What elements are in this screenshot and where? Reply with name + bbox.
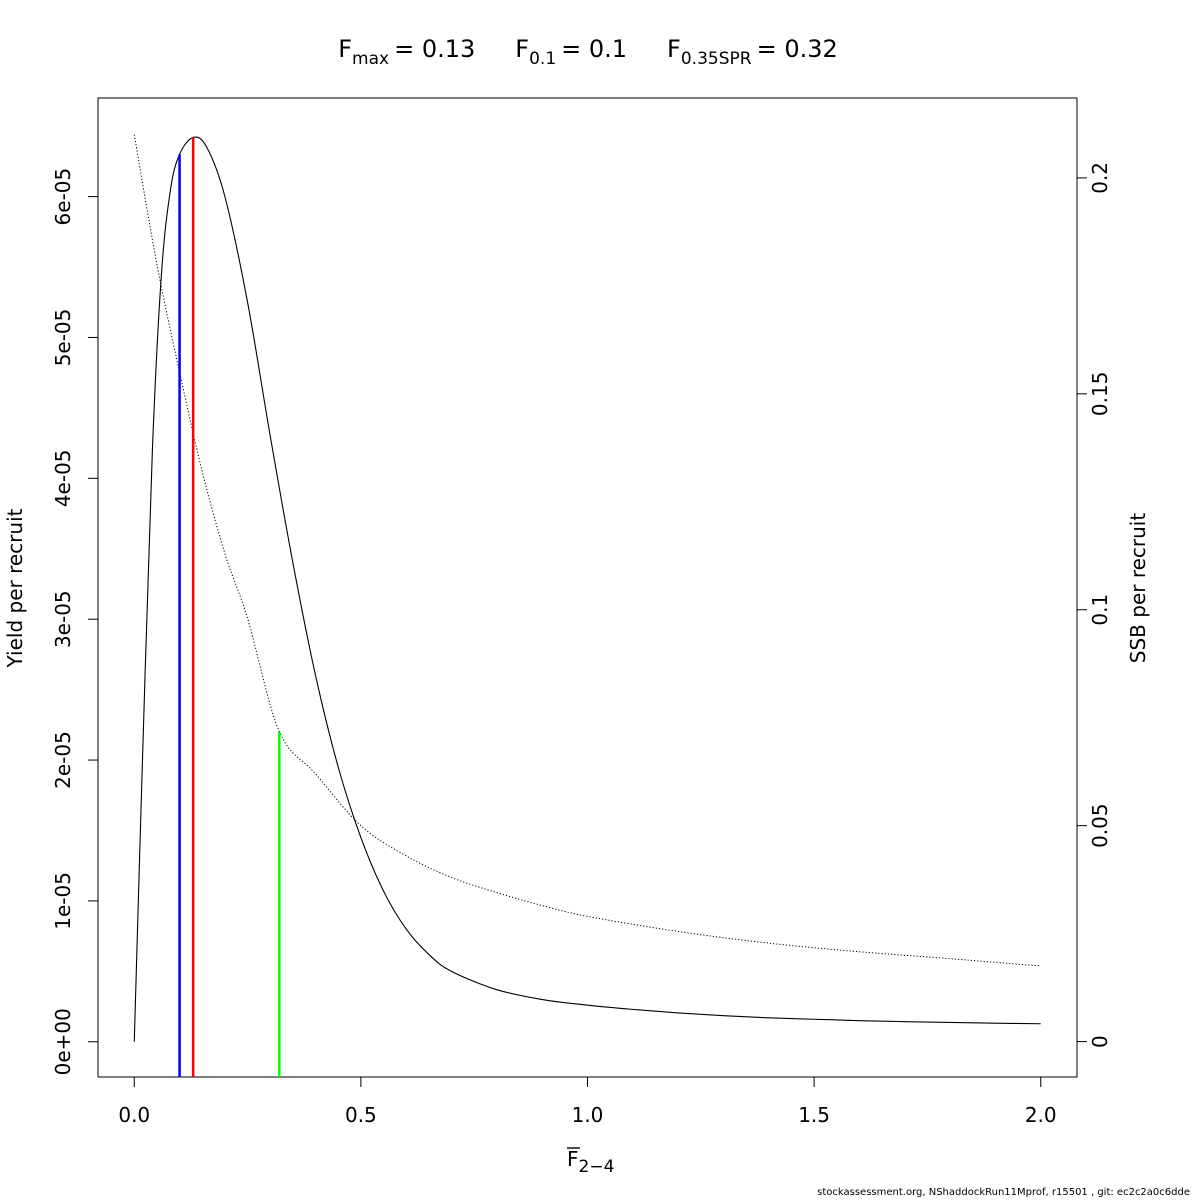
y-tick-label: 2e-05 — [51, 731, 75, 789]
y2-tick-label: 0.05 — [1088, 803, 1112, 848]
yield-per-recruit-line — [133, 136, 1041, 1042]
y-tick-label: 4e-05 — [51, 449, 75, 507]
x-axis-label-sub: 2−4 — [579, 1157, 615, 1177]
title-f01-value: = 0.1 — [561, 35, 627, 63]
title-f01-sub: 0.1 — [529, 49, 556, 69]
title-fspr-value: = 0.32 — [757, 35, 838, 63]
y-tick-label: 5e-05 — [51, 309, 75, 367]
title-fmax-sub: max — [352, 49, 389, 69]
x-tick-label: 0.0 — [118, 1103, 150, 1127]
footer-credit: stockassessment.org, NShaddockRun11Mprof… — [817, 1187, 1190, 1198]
y-axis-right: 0 0.05 0.1 0.15 0.2 — [1076, 162, 1112, 1048]
y-axis-label: Yield per recruit — [3, 508, 27, 668]
y2-axis-label: SSB per recruit — [1126, 513, 1150, 664]
y-tick-label: 1e-05 — [51, 872, 75, 930]
y2-tick-label: 0 — [1088, 1035, 1112, 1048]
title-fspr-sub: 0.35SPR — [681, 49, 752, 69]
x-axis-label: F2−4 — [567, 1147, 614, 1177]
x-axis-label-main: F — [567, 1147, 579, 1171]
x-tick-label: 2.0 — [1025, 1103, 1057, 1127]
x-tick-label: 0.5 — [345, 1103, 377, 1127]
x-axis: 0.0 0.5 1.0 1.5 2.0 — [118, 1076, 1057, 1127]
title-fmax-main: F — [338, 35, 352, 63]
title-f01-main: F — [515, 35, 529, 63]
y-tick-label: 3e-05 — [51, 590, 75, 648]
chart-title: Fmax = 0.13 F0.1 = 0.1 F0.35SPR = 0.32 — [338, 35, 838, 69]
ssb-per-recruit-line — [133, 134, 1041, 967]
svg-text:F2−4: F2−4 — [567, 1147, 614, 1177]
y2-tick-label: 0.15 — [1088, 372, 1112, 417]
y2-tick-label: 0.2 — [1088, 162, 1112, 194]
y-axis-left: 0e+00 1e-05 2e-05 3e-05 4e-05 5e-05 6e-05 — [51, 168, 99, 1075]
plot-frame — [97, 97, 1078, 1078]
title-fmax-value: = 0.13 — [394, 35, 475, 63]
title-fspr-main: F — [667, 35, 681, 63]
x-tick-label: 1.5 — [798, 1103, 830, 1127]
y-tick-label: 0e+00 — [51, 1008, 75, 1075]
y2-tick-label: 0.1 — [1088, 594, 1112, 626]
x-tick-label: 1.0 — [572, 1103, 604, 1127]
reference-lines — [178, 137, 281, 1077]
y-tick-label: 6e-05 — [51, 168, 75, 226]
series-layer — [133, 134, 1041, 1042]
